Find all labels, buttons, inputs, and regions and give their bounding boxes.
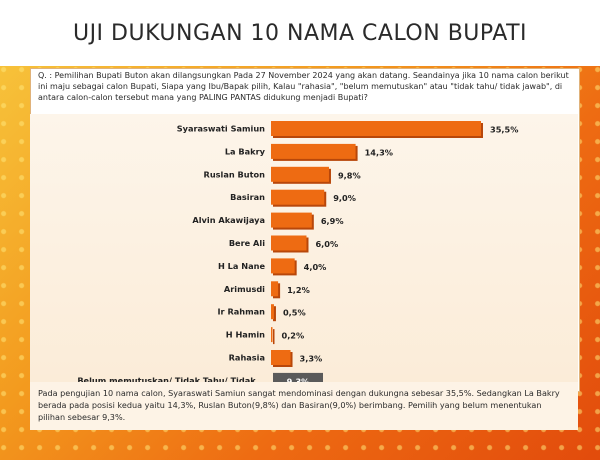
category-label: Ruslan Buton bbox=[204, 169, 266, 179]
bar bbox=[271, 258, 295, 274]
value-label: 0,5% bbox=[283, 308, 306, 318]
bar-group: Basiran 9,0% bbox=[230, 189, 356, 207]
category-label: Ir Rahman bbox=[218, 307, 266, 317]
category-label: Bere Ali bbox=[229, 238, 265, 248]
category-label: La Bakry bbox=[225, 146, 266, 156]
category-label: Belum memutuskan/ Tidak Tahu/ Tidak... bbox=[77, 375, 265, 385]
bar-group: Alvin Akawijaya 6,9% bbox=[192, 212, 344, 230]
bar bbox=[271, 189, 325, 205]
category-label: Arimusdi bbox=[224, 284, 265, 294]
category-label: H Hamin bbox=[226, 330, 265, 340]
header: UJI DUKUNGAN 10 NAMA CALON BUPATI bbox=[0, 0, 600, 66]
bar-group: La Bakry 14,3% bbox=[225, 143, 393, 161]
category-label: Syaraswati Samiun bbox=[177, 124, 265, 134]
value-label: 14,3% bbox=[365, 147, 393, 157]
bar bbox=[271, 235, 307, 251]
category-label: Basiran bbox=[230, 192, 265, 202]
bar-shadow bbox=[273, 306, 276, 322]
value-label: 3,3% bbox=[300, 354, 323, 364]
bar-group: Bere Ali 6,0% bbox=[229, 235, 338, 253]
bar bbox=[271, 166, 329, 182]
value-label: 0,2% bbox=[282, 331, 305, 341]
value-label: 6,0% bbox=[315, 239, 338, 249]
category-label: Rahasia bbox=[229, 353, 265, 363]
bar bbox=[271, 281, 279, 297]
bar-group: Ruslan Buton 9,8% bbox=[204, 166, 361, 184]
value-label: 9,3% bbox=[287, 376, 310, 386]
value-label: 1,2% bbox=[287, 285, 310, 295]
bar bbox=[271, 143, 356, 159]
value-label: 4,0% bbox=[304, 262, 327, 272]
category-label: H La Nane bbox=[218, 261, 266, 271]
bar bbox=[271, 327, 273, 343]
value-label: 9,0% bbox=[333, 193, 356, 203]
summary-box: Pada pengujian 10 nama calon, Syaraswati… bbox=[30, 382, 578, 430]
page-title: UJI DUKUNGAN 10 NAMA CALON BUPATI bbox=[72, 20, 528, 46]
bar bbox=[271, 350, 291, 365]
bar bbox=[271, 304, 274, 320]
question-text: Q. : Pemilihan Bupati Buton akan dilangs… bbox=[38, 71, 569, 102]
summary-text: Pada pengujian 10 nama calon, Syaraswati… bbox=[38, 388, 560, 422]
value-label: 9,8% bbox=[338, 170, 361, 180]
value-label: 6,9% bbox=[321, 216, 344, 226]
bar bbox=[271, 121, 481, 136]
category-label: Alvin Akawijaya bbox=[192, 215, 265, 225]
bar-group: H La Nane 4,0% bbox=[218, 258, 327, 276]
bar-group: Arimusdi 1,2% bbox=[224, 281, 310, 299]
bar-group: H Hamin 0,2% bbox=[226, 327, 305, 345]
bar-group: Syaraswati Samiun 35,5% bbox=[177, 121, 518, 138]
bar bbox=[271, 212, 312, 228]
bar-group: Rahasia 3,3% bbox=[229, 350, 323, 367]
bar-group: Ir Rahman 0,5% bbox=[218, 304, 306, 322]
value-label: 35,5% bbox=[490, 125, 518, 135]
bar-shadow bbox=[273, 329, 275, 345]
